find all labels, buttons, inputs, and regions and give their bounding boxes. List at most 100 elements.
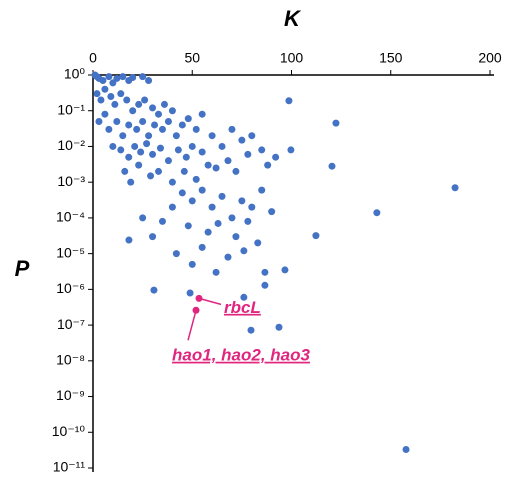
point [156,144,164,152]
point [208,132,216,140]
point [258,146,266,154]
point [143,140,151,148]
point [149,233,157,241]
point [198,148,206,156]
point [113,74,121,82]
leader-line [187,310,197,341]
point [164,117,172,125]
point [218,192,226,200]
point [402,445,410,453]
x-axis-title: K [284,6,302,31]
point [145,132,153,140]
point [139,117,147,125]
point [218,142,226,150]
point [247,326,255,334]
point [208,203,216,211]
point [125,121,133,129]
leader-line [198,297,222,306]
x-tick-label: 50 [184,50,200,66]
point [212,268,220,276]
annotation: hao1, hao2, hao3 [172,346,310,365]
point [373,209,381,217]
point [105,73,113,81]
point [174,146,182,154]
point [129,74,137,82]
point [188,197,196,205]
y-tick-label: 10⁻⁷ [57,316,85,332]
point [113,117,121,125]
point [182,153,190,161]
point [238,197,246,205]
point [254,239,262,247]
x-tick-label: 0 [89,50,97,66]
point [272,153,280,161]
point [198,186,206,194]
y-axis-title: P [15,256,30,281]
y-tick-label: 10⁻⁶ [56,280,85,296]
point [149,150,157,158]
point [192,125,200,133]
point [127,178,135,186]
point [111,100,119,108]
point [240,247,248,255]
point [264,161,272,169]
annotation: rbcL [224,298,261,317]
point [139,73,147,81]
point [198,243,206,251]
point [151,121,159,129]
point [248,132,256,140]
point [224,253,232,261]
point [95,117,103,125]
point [281,266,289,274]
point [224,157,232,165]
point [328,162,336,170]
y-tick-label: 10⁻³ [57,173,85,189]
y-tick-label: 10⁰ [64,66,86,82]
point [238,136,246,144]
point [312,232,320,240]
point [168,107,176,115]
point [178,121,186,129]
point [212,164,220,172]
point [135,161,143,169]
point [232,233,240,241]
x-tick-label: 200 [478,50,502,66]
point [137,148,145,156]
y-tick-label: 10⁻⁸ [56,352,85,368]
point [228,214,236,222]
point [155,167,163,175]
point [133,125,141,133]
point [160,100,168,108]
y-tick-label: 10⁻² [57,137,85,153]
y-tick-label: 10⁻⁹ [56,387,85,403]
point [168,203,176,211]
point [158,217,166,225]
point [188,142,196,150]
point [172,250,180,258]
point [135,100,143,108]
point [232,167,240,175]
y-tick-label: 10⁻¹¹ [53,459,86,475]
point [121,167,129,175]
point [109,79,117,87]
y-tick-label: 10⁻⁵ [56,244,85,260]
point [192,175,200,183]
point [147,172,155,180]
point [287,146,295,154]
point [99,77,107,85]
point [119,132,127,140]
point [275,323,283,331]
point [261,281,269,289]
point [244,217,252,225]
point [268,208,276,216]
point [172,132,180,140]
point [158,125,166,133]
point [93,90,101,98]
point [141,96,149,104]
point [164,157,172,165]
point [109,142,117,150]
point [188,260,196,268]
point [139,214,147,222]
point [131,142,139,150]
